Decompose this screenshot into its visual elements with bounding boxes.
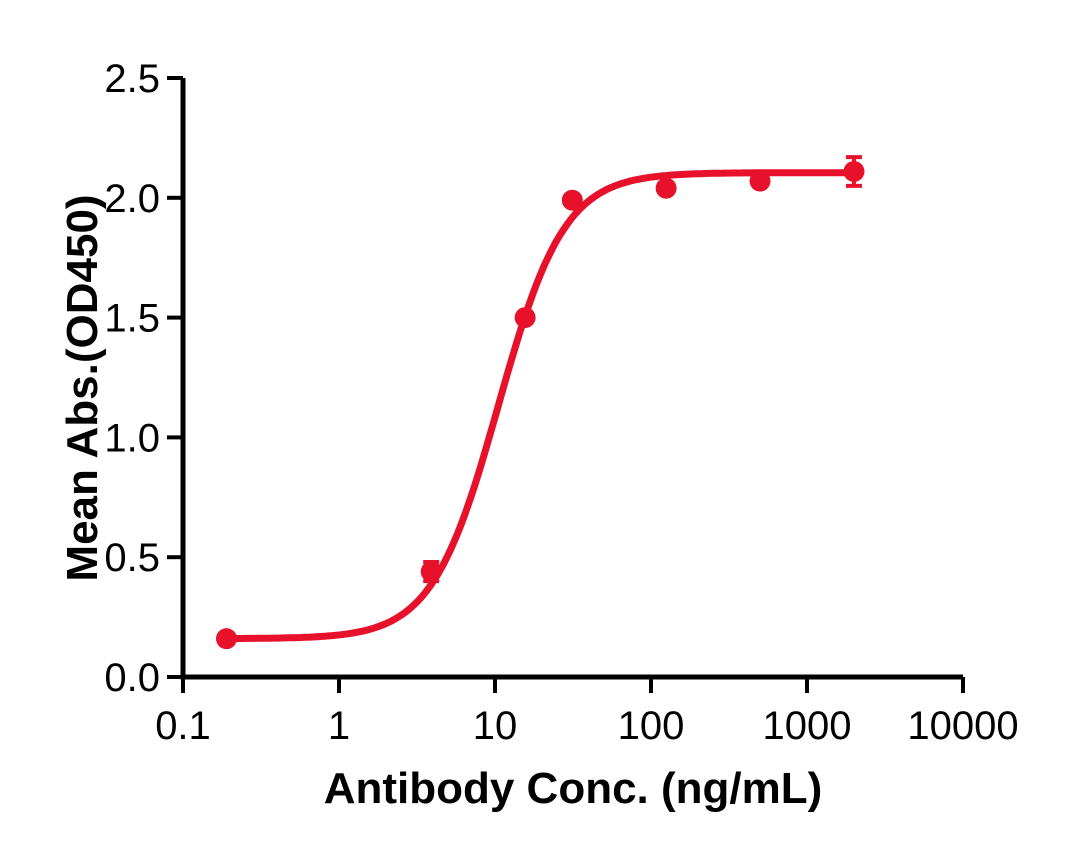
axes-layer: 0.1 1 10 100 1000 10000 0.0 0.5 1.0 1.5 2.0 2.5 — [104, 57, 1018, 748]
x-tick-label: 100 — [618, 704, 685, 748]
data-point — [514, 307, 536, 329]
data-point — [561, 189, 583, 211]
data-point — [655, 177, 677, 199]
data-point — [420, 561, 442, 583]
data-series-layer — [215, 155, 865, 650]
y-tick-label: 1.5 — [104, 297, 160, 341]
data-point — [749, 170, 771, 192]
y-axis-title: Mean Abs.(OD450) — [58, 194, 107, 581]
data-point — [843, 160, 865, 182]
y-tick-label: 0.0 — [104, 656, 160, 700]
y-tick-label: 1.0 — [104, 416, 160, 460]
y-tick-label: 0.5 — [104, 536, 160, 580]
x-tick-label: 0.1 — [155, 704, 211, 748]
y-tick-label: 2.0 — [104, 177, 160, 221]
x-tick-label: 1000 — [763, 704, 852, 748]
x-tick-label: 10000 — [907, 704, 1018, 748]
fit-curve — [223, 169, 858, 642]
x-tick-label: 1 — [328, 704, 350, 748]
data-point — [215, 628, 237, 650]
x-axis-title: Antibody Conc. (ng/mL) — [324, 764, 823, 813]
x-tick-label: 10 — [473, 704, 518, 748]
y-tick-label: 2.5 — [104, 57, 160, 101]
